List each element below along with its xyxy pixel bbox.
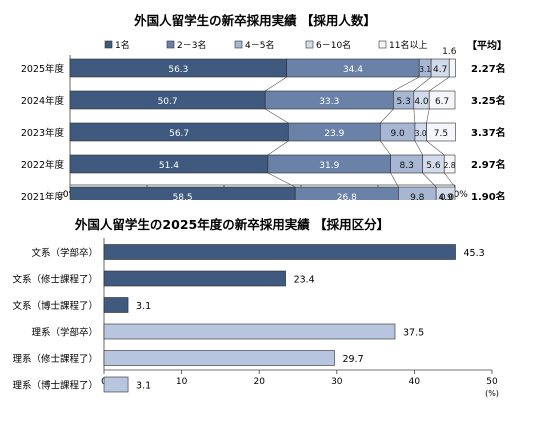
bar — [103, 297, 129, 313]
legend-swatch — [378, 40, 387, 49]
data-label: 4.0 — [414, 97, 429, 107]
series-connector-line — [265, 76, 287, 92]
data-label: 31.9 — [319, 161, 339, 171]
data-label: 56.7 — [169, 129, 189, 139]
series-connector-line — [413, 108, 416, 124]
data-label: 26.8 — [337, 193, 357, 200]
category-label: 2021年度 — [21, 191, 65, 200]
data-label: 8.3 — [400, 161, 414, 171]
series-connector-line — [426, 140, 445, 156]
category-label: 文系（修士課程了） — [12, 274, 98, 286]
data-label: 4.7 — [433, 65, 447, 75]
legend-swatch — [166, 40, 175, 49]
category-label: 理系（博士課程了） — [12, 380, 98, 392]
data-label: 4.9 — [438, 193, 453, 200]
stacked-bar-chart-hiring-count: 外国人留学生の新卒採用実績 【採用人数】1名 2－3名 4－5名 6－10名 11名以上… — [21, 13, 507, 200]
data-label: 51.4 — [159, 161, 179, 171]
bar — [103, 244, 456, 260]
data-label: 9.0 — [390, 129, 405, 139]
bar-segment — [443, 154, 456, 174]
average-value: 3.37名 — [471, 126, 506, 139]
data-label: 3.1 — [136, 381, 151, 392]
category-label: 理系（修士課程了） — [12, 353, 98, 365]
x-tick-label: 50 — [486, 377, 498, 387]
data-label: 2.8 — [444, 161, 456, 170]
legend-label: 6－10名 — [316, 39, 351, 51]
series-connector-line — [380, 140, 391, 156]
series-connector-line — [265, 108, 289, 124]
series-connector-line — [393, 76, 420, 92]
data-label: 23.4 — [294, 275, 315, 286]
bar — [103, 376, 129, 393]
legend-swatch — [234, 40, 243, 49]
x-tick-label: 10 — [176, 377, 188, 387]
data-label: 5.3 — [396, 97, 410, 107]
bar — [103, 350, 335, 366]
average-value: 1.90名 — [471, 190, 506, 200]
series-connector-line — [413, 76, 432, 92]
average-header: 【平均】 — [467, 39, 507, 52]
data-label: 0.0 — [440, 193, 455, 200]
x-tick-label: 20 — [253, 377, 265, 387]
category-label: 2025年度 — [21, 63, 65, 75]
series-connector-line — [380, 108, 394, 124]
legend-label: 1名 — [115, 39, 130, 51]
x-tick-label: 40 — [409, 377, 421, 387]
data-label: 33.3 — [319, 97, 339, 107]
category-label: 理系（学部卒） — [31, 327, 98, 339]
series-connector-line — [422, 172, 437, 188]
data-label: 3.0 — [415, 129, 427, 138]
category-label: 2024年度 — [21, 95, 65, 107]
data-label: 7.5 — [434, 129, 448, 139]
data-label: 29.7 — [342, 354, 363, 365]
bar-segment — [435, 186, 456, 200]
category-label: 2023年度 — [21, 127, 65, 139]
bar — [103, 270, 286, 287]
x-tick-label: 30 — [331, 377, 343, 387]
data-label: 5.6 — [426, 161, 441, 171]
legend-label: 11名以上 — [389, 39, 427, 51]
category-label: 文系（学部卒） — [31, 247, 98, 259]
series-connector-line — [426, 108, 430, 124]
average-value: 3.25名 — [471, 94, 506, 107]
bar — [103, 323, 396, 340]
series-connector-line — [267, 172, 296, 188]
data-label: 23.9 — [324, 129, 344, 139]
legend-label: 4－5名 — [245, 39, 274, 51]
data-label: 50.7 — [158, 97, 178, 107]
data-label: 3.1 — [419, 65, 431, 74]
data-label: 1.6 — [442, 47, 457, 57]
legend-swatch — [305, 40, 314, 49]
bar-segment — [428, 90, 456, 110]
data-label: 37.5 — [403, 328, 424, 339]
category-label: 2022年度 — [21, 159, 65, 171]
bar-segment — [426, 122, 456, 142]
data-label: 58.5 — [173, 193, 193, 200]
data-label: 3.1 — [136, 301, 151, 312]
average-value: 2.97名 — [471, 158, 506, 171]
series-connector-line — [267, 140, 289, 156]
data-label: 34.4 — [343, 65, 363, 75]
chart-title: 外国人留学生の2025年度の新卒採用実績 【採用区分】 — [74, 217, 389, 232]
data-label: 6.7 — [435, 97, 449, 107]
legend-swatch — [104, 40, 113, 49]
data-label: 9.8 — [410, 193, 425, 200]
series-connector-line — [429, 76, 450, 92]
average-value: 2.27名 — [471, 62, 506, 75]
unit-label: (%) — [485, 389, 499, 398]
legend-label: 2－3名 — [177, 39, 206, 51]
category-label: 文系（博士課程了） — [12, 300, 98, 312]
bar-chart-hiring-category: 外国人留学生の2025年度の新卒採用実績 【採用区分】01020304050(%… — [12, 217, 499, 398]
bar-segment — [448, 58, 456, 78]
data-label: 45.3 — [464, 248, 485, 259]
chart-title: 外国人留学生の新卒採用実績 【採用人数】 — [133, 13, 376, 28]
series-connector-line — [414, 140, 423, 156]
series-connector-line — [390, 172, 399, 188]
data-label: 56.3 — [168, 65, 188, 75]
series-connector-line — [443, 172, 456, 188]
